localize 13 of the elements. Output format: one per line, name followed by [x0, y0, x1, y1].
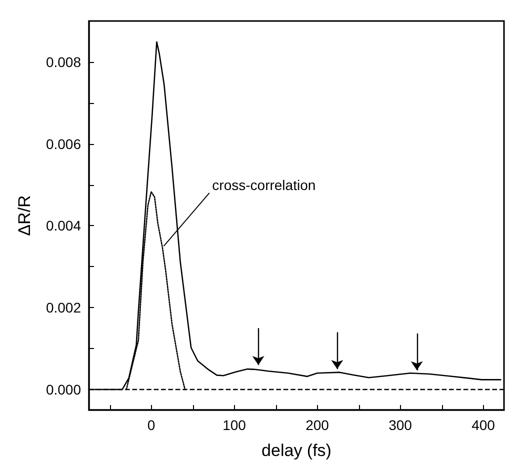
y-axis-title: ΔR/R — [15, 195, 34, 236]
y-tick-label: 0.004 — [46, 218, 82, 234]
x-tick-label: 0 — [147, 417, 156, 433]
y-tick-label: 0.008 — [46, 54, 82, 70]
x-axis-title: delay (fs) — [262, 441, 332, 460]
y-tick-label: 0.000 — [46, 382, 82, 398]
x-tick-label: 100 — [222, 417, 246, 433]
x-tick-label: 200 — [306, 417, 330, 433]
x-tick-label: 300 — [388, 417, 412, 433]
y-tick-label: 0.002 — [46, 300, 82, 316]
annotation: cross-correlation — [212, 176, 316, 193]
y-tick-label: 0.006 — [46, 136, 82, 152]
x-tick-label: 400 — [472, 417, 496, 433]
